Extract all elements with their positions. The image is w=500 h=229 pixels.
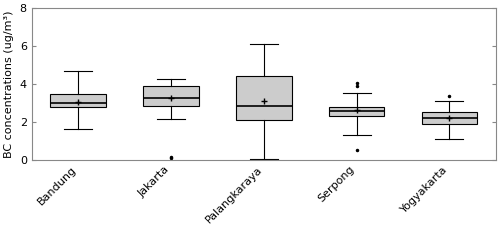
PathPatch shape	[50, 94, 106, 107]
PathPatch shape	[143, 86, 199, 106]
Y-axis label: BC concentrations (ug/m³): BC concentrations (ug/m³)	[4, 10, 14, 158]
PathPatch shape	[328, 107, 384, 116]
PathPatch shape	[422, 112, 478, 124]
PathPatch shape	[236, 76, 292, 120]
